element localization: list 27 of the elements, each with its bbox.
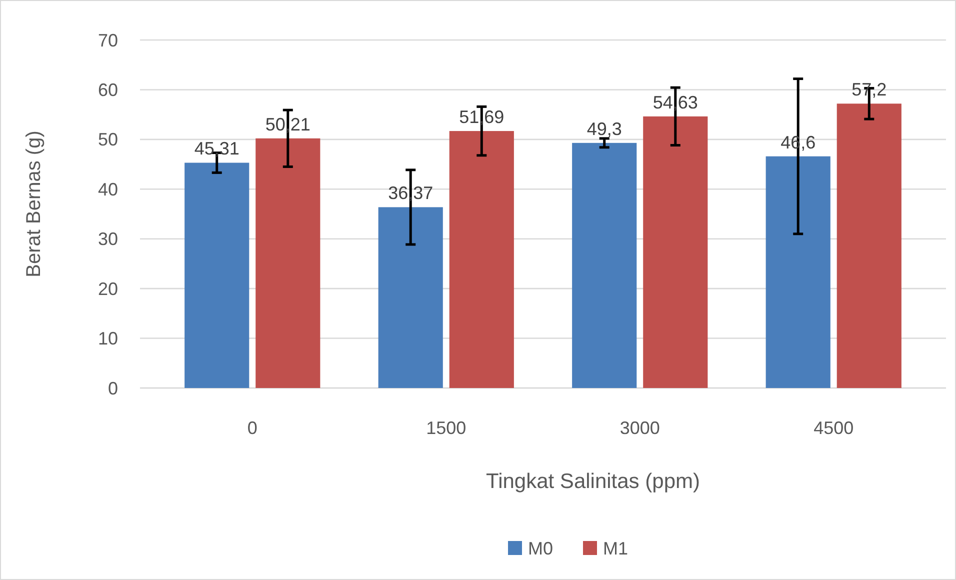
legend-label: M0 <box>528 538 554 558</box>
y-tick-label: 60 <box>98 80 118 100</box>
data-label: 57,2 <box>852 80 887 100</box>
data-label: 49,3 <box>586 118 622 139</box>
y-tick-label: 50 <box>98 130 118 150</box>
bar <box>572 142 637 388</box>
bar <box>836 104 902 388</box>
y-axis-title: Berat Bernas (g) <box>23 130 45 278</box>
y-tick-label: 20 <box>98 278 118 299</box>
y-tick-label: 0 <box>108 378 118 398</box>
bar <box>766 156 830 388</box>
x-tick-label: 1500 <box>426 418 466 438</box>
x-tick-label: 3000 <box>620 418 660 438</box>
x-tick-label: 4500 <box>814 418 854 438</box>
y-tick-label: 10 <box>98 328 118 349</box>
x-axis-title: Tingkat Salinitas (ppm) <box>486 470 700 493</box>
x-tick-label: 0 <box>247 418 258 438</box>
legend-label: M1 <box>603 538 628 558</box>
y-tick-label: 70 <box>98 30 118 50</box>
bar <box>256 138 320 388</box>
bar <box>449 131 514 388</box>
y-tick-label: 30 <box>98 229 118 250</box>
y-tick-label: 40 <box>98 179 118 200</box>
bar <box>184 162 250 388</box>
bar <box>378 207 443 388</box>
data-label: 45,31 <box>194 138 240 159</box>
bar <box>643 116 708 388</box>
